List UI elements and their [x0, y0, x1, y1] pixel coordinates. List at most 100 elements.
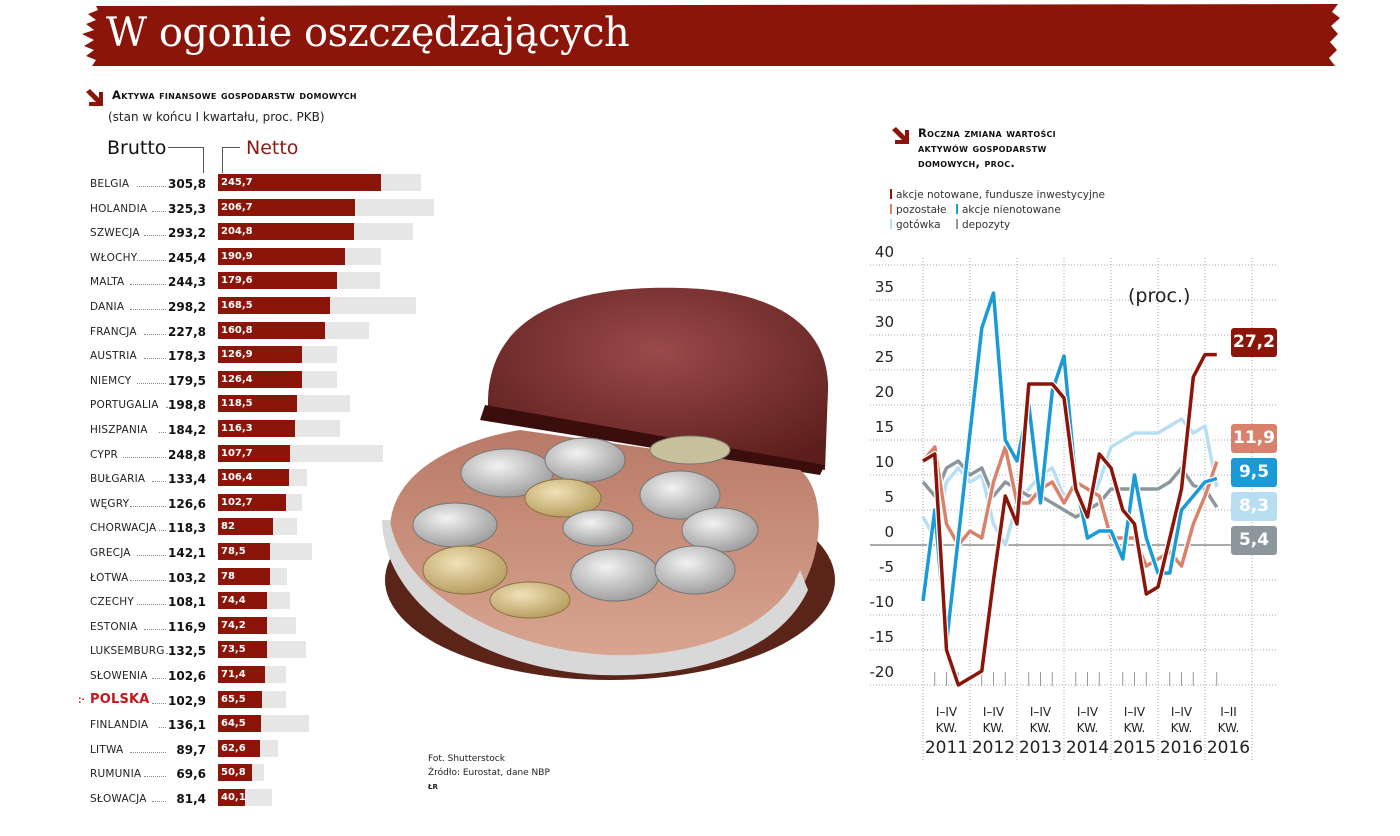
x-label-range: I–IV	[983, 705, 1005, 719]
x-label-year: 2016	[1207, 738, 1250, 758]
credits: Fot. Shutterstock Źródło: Eurostat, dane…	[428, 752, 550, 794]
netto-value: 74,2	[221, 619, 246, 631]
x-label-range: I–IV	[1124, 705, 1146, 719]
netto-bar	[218, 567, 270, 585]
country-label: LUKSEMBURG	[90, 645, 165, 658]
wallet-photo	[380, 270, 840, 710]
bar-row: FINLANDIA 136,1 64,5	[90, 715, 450, 733]
netto-bar	[218, 321, 325, 339]
source-credit: Źródło: Eurostat, dane NBP	[428, 768, 550, 778]
netto-value: 40,1	[221, 792, 246, 803]
brutto-value: 245,4	[168, 250, 206, 265]
netto-bar	[218, 272, 338, 290]
country-label: SŁOWACJA	[90, 793, 147, 805]
bar-row: BUŁGARIA 133,4 106,4	[90, 469, 450, 487]
legend-label: akcje notowane, fundusze inwestycyjne	[896, 189, 1105, 201]
bar-row: HOLANDIA 325,3 206,7	[90, 198, 450, 217]
line-chart-title-line1: Roczna zmiana wartości	[918, 126, 1056, 140]
legend-item-gotowka: gotówka	[890, 218, 941, 233]
legend-swatch	[890, 219, 892, 229]
y-tick-label: 30	[875, 313, 894, 331]
y-tick-label: 40	[875, 243, 894, 261]
country-label: MALTA	[90, 276, 125, 289]
leader-dots	[137, 382, 166, 384]
brutto-value: 142,1	[168, 546, 206, 560]
netto-value: 116,3	[221, 423, 253, 434]
netto-value: 62,6	[221, 742, 246, 754]
bar-row: WĘGRY 126,6 102,7	[90, 493, 450, 512]
x-label-range: I–IV	[1030, 705, 1052, 719]
bar-row: BELGIA 305,8 245,7	[90, 174, 450, 192]
bar-row: CZECHY 108,1 74,4	[90, 592, 450, 610]
line-chart-title: Roczna zmiana wartości aktywów gospodars…	[918, 126, 1056, 171]
leader-dots	[152, 702, 166, 704]
netto-bar	[218, 764, 252, 782]
brutto-value: 116,9	[168, 619, 206, 634]
bar-row: CYPR 248,8 107,7	[90, 444, 450, 463]
bar-row: DANIA 298,2 168,5	[90, 297, 450, 315]
y-tick-label: 20	[875, 383, 894, 401]
end-value-badge: 27,2	[1231, 328, 1277, 357]
netto-value: 74,4	[221, 595, 246, 607]
netto-value: 107,7	[221, 447, 253, 459]
country-label: DANIA	[90, 301, 125, 313]
brutto-value: 293,2	[168, 226, 206, 241]
netto-value: 50,8	[221, 767, 246, 779]
x-label-year: 2016	[1160, 738, 1203, 758]
netto-value: 102,7	[221, 496, 253, 508]
country-label: PORTUGALIA	[90, 399, 159, 412]
netto-value: 82	[221, 521, 235, 533]
brutto-connector	[168, 147, 204, 173]
netto-bar	[218, 715, 261, 733]
brutto-value: 133,4	[168, 472, 206, 487]
brutto-value: 305,8	[168, 177, 206, 191]
leader-dots	[130, 579, 166, 581]
netto-bar	[218, 297, 331, 314]
netto-value: 106,4	[221, 472, 253, 484]
end-value-badge: 11,9	[1231, 424, 1277, 453]
brutto-value: 298,2	[168, 300, 206, 314]
netto-bar	[218, 174, 382, 191]
netto-bar	[218, 444, 290, 462]
brutto-value: 227,8	[168, 324, 206, 339]
leader-dots	[122, 456, 166, 458]
leader-dots	[151, 678, 166, 679]
leader-dots	[158, 530, 166, 532]
line-chart-title-line2: aktywów gospodarstw	[918, 141, 1047, 155]
netto-value: 179,6	[221, 275, 253, 287]
netto-bar	[218, 592, 268, 610]
country-label: SZWECJA	[90, 227, 140, 240]
netto-label: Netto	[246, 137, 299, 159]
netto-bar	[218, 493, 287, 511]
netto-value: 71,4	[221, 669, 246, 680]
country-label: LITWA	[90, 743, 124, 756]
netto-bar	[218, 690, 262, 708]
country-label: HISZPANIA	[90, 424, 148, 436]
legend-label: gotówka	[896, 219, 941, 231]
series-line	[922, 352, 1217, 687]
x-label-range: I–IV	[936, 705, 958, 719]
netto-value: 73,5	[221, 644, 246, 656]
netto-value: 64,5	[221, 718, 246, 730]
bar-row: NIEMCY 179,5 126,4	[90, 370, 450, 389]
x-label-range: I–II	[1220, 705, 1237, 719]
netto-bar	[218, 469, 289, 487]
x-label-kw: KW.	[1218, 721, 1240, 735]
brutto-value: 184,2	[168, 423, 206, 437]
x-label-range: I–IV	[1171, 705, 1193, 719]
brutto-value: 198,8	[168, 398, 206, 413]
leader-dots	[151, 481, 166, 483]
y-tick-label: 0	[884, 523, 894, 541]
leader-dots	[137, 555, 166, 556]
brutto-value: 248,8	[168, 447, 206, 462]
y-tick-label: 10	[875, 453, 894, 471]
country-label: BELGIA	[90, 178, 130, 190]
netto-value: 204,8	[221, 226, 253, 238]
leader-dots	[158, 727, 166, 729]
netto-value: 118,5	[221, 398, 253, 410]
brutto-value: 81,4	[176, 792, 206, 806]
netto-bar	[218, 395, 297, 413]
country-label: CZECHY	[90, 596, 134, 609]
leader-dots	[166, 407, 170, 409]
netto-value: 78,5	[221, 546, 246, 557]
